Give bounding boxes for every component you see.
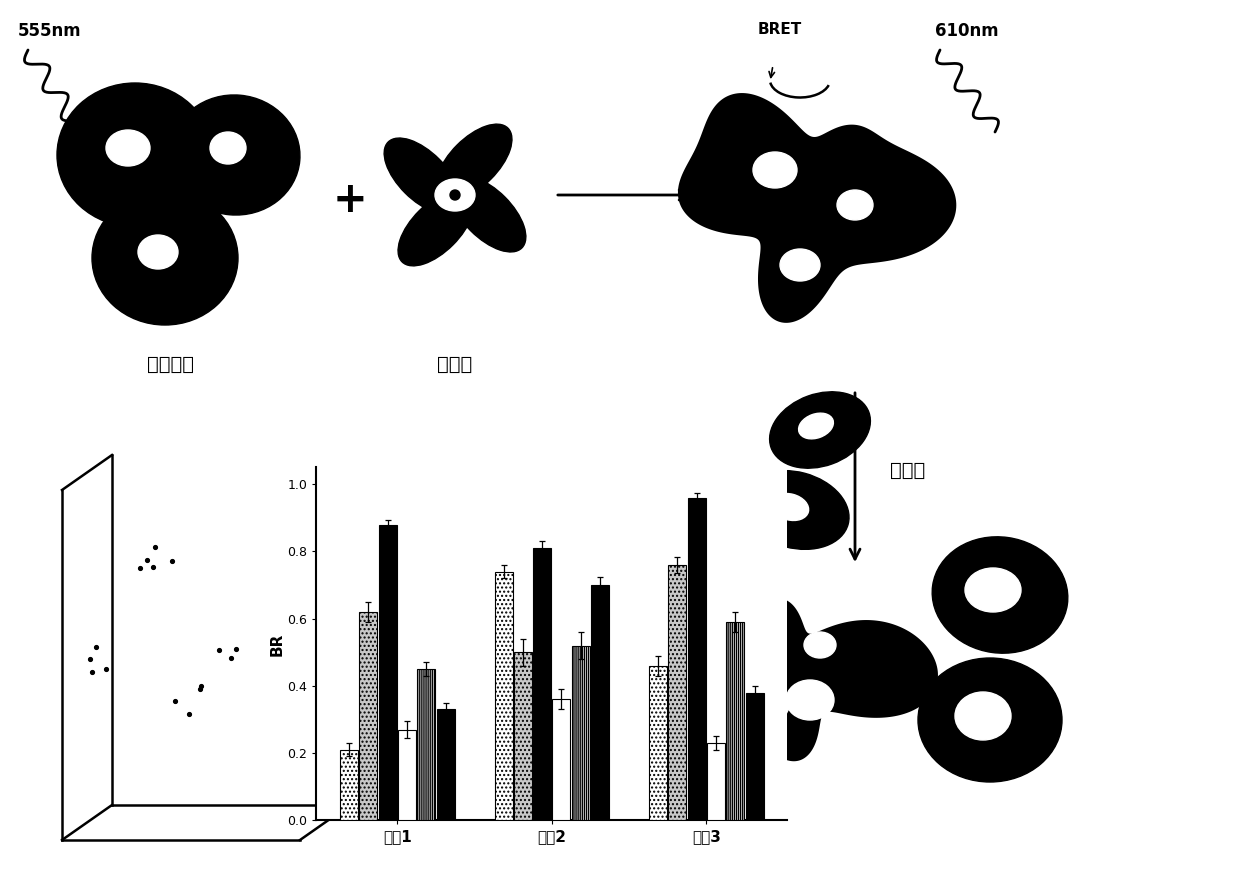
Bar <box>707 743 725 820</box>
Bar <box>513 653 532 820</box>
Bar <box>591 585 609 820</box>
Ellipse shape <box>450 176 526 252</box>
Y-axis label: BR: BR <box>269 632 284 655</box>
Ellipse shape <box>799 413 833 439</box>
Ellipse shape <box>770 392 870 468</box>
Bar <box>649 666 667 820</box>
Ellipse shape <box>92 191 238 325</box>
Bar <box>378 525 397 820</box>
Ellipse shape <box>138 235 179 269</box>
Ellipse shape <box>955 692 1011 740</box>
Ellipse shape <box>436 124 512 200</box>
Text: 聚合物: 聚合物 <box>438 355 472 374</box>
Ellipse shape <box>746 688 789 722</box>
Bar <box>553 699 570 820</box>
Ellipse shape <box>780 249 820 281</box>
Ellipse shape <box>210 132 246 164</box>
Ellipse shape <box>918 658 1061 782</box>
Text: 蛋白质: 蛋白质 <box>890 460 925 480</box>
Polygon shape <box>678 93 956 323</box>
Bar <box>418 669 435 820</box>
Ellipse shape <box>753 152 797 188</box>
Bar <box>340 750 358 820</box>
Bar <box>745 692 764 820</box>
Bar <box>398 729 415 820</box>
Polygon shape <box>646 588 937 761</box>
Ellipse shape <box>727 622 782 668</box>
Bar <box>360 612 377 820</box>
Ellipse shape <box>450 190 460 200</box>
Ellipse shape <box>804 632 836 658</box>
Text: 555nm: 555nm <box>19 22 82 40</box>
Bar <box>495 572 512 820</box>
Text: 610nm: 610nm <box>935 22 998 40</box>
Bar <box>572 646 590 820</box>
Ellipse shape <box>786 680 835 720</box>
Bar <box>727 622 744 820</box>
Text: 荧光素酶: 荧光素酶 <box>146 355 193 374</box>
Ellipse shape <box>742 471 849 549</box>
Bar <box>436 709 455 820</box>
Bar <box>688 497 706 820</box>
Ellipse shape <box>435 179 475 211</box>
Ellipse shape <box>57 83 213 227</box>
Ellipse shape <box>837 190 873 220</box>
Ellipse shape <box>398 190 474 265</box>
Text: BRET: BRET <box>758 22 802 37</box>
Ellipse shape <box>771 494 808 520</box>
Ellipse shape <box>170 95 300 215</box>
Bar <box>668 564 686 820</box>
Bar <box>533 548 551 820</box>
Ellipse shape <box>384 138 460 214</box>
Ellipse shape <box>932 537 1068 654</box>
Ellipse shape <box>965 568 1021 612</box>
Ellipse shape <box>105 130 150 166</box>
Text: +: + <box>332 179 367 221</box>
